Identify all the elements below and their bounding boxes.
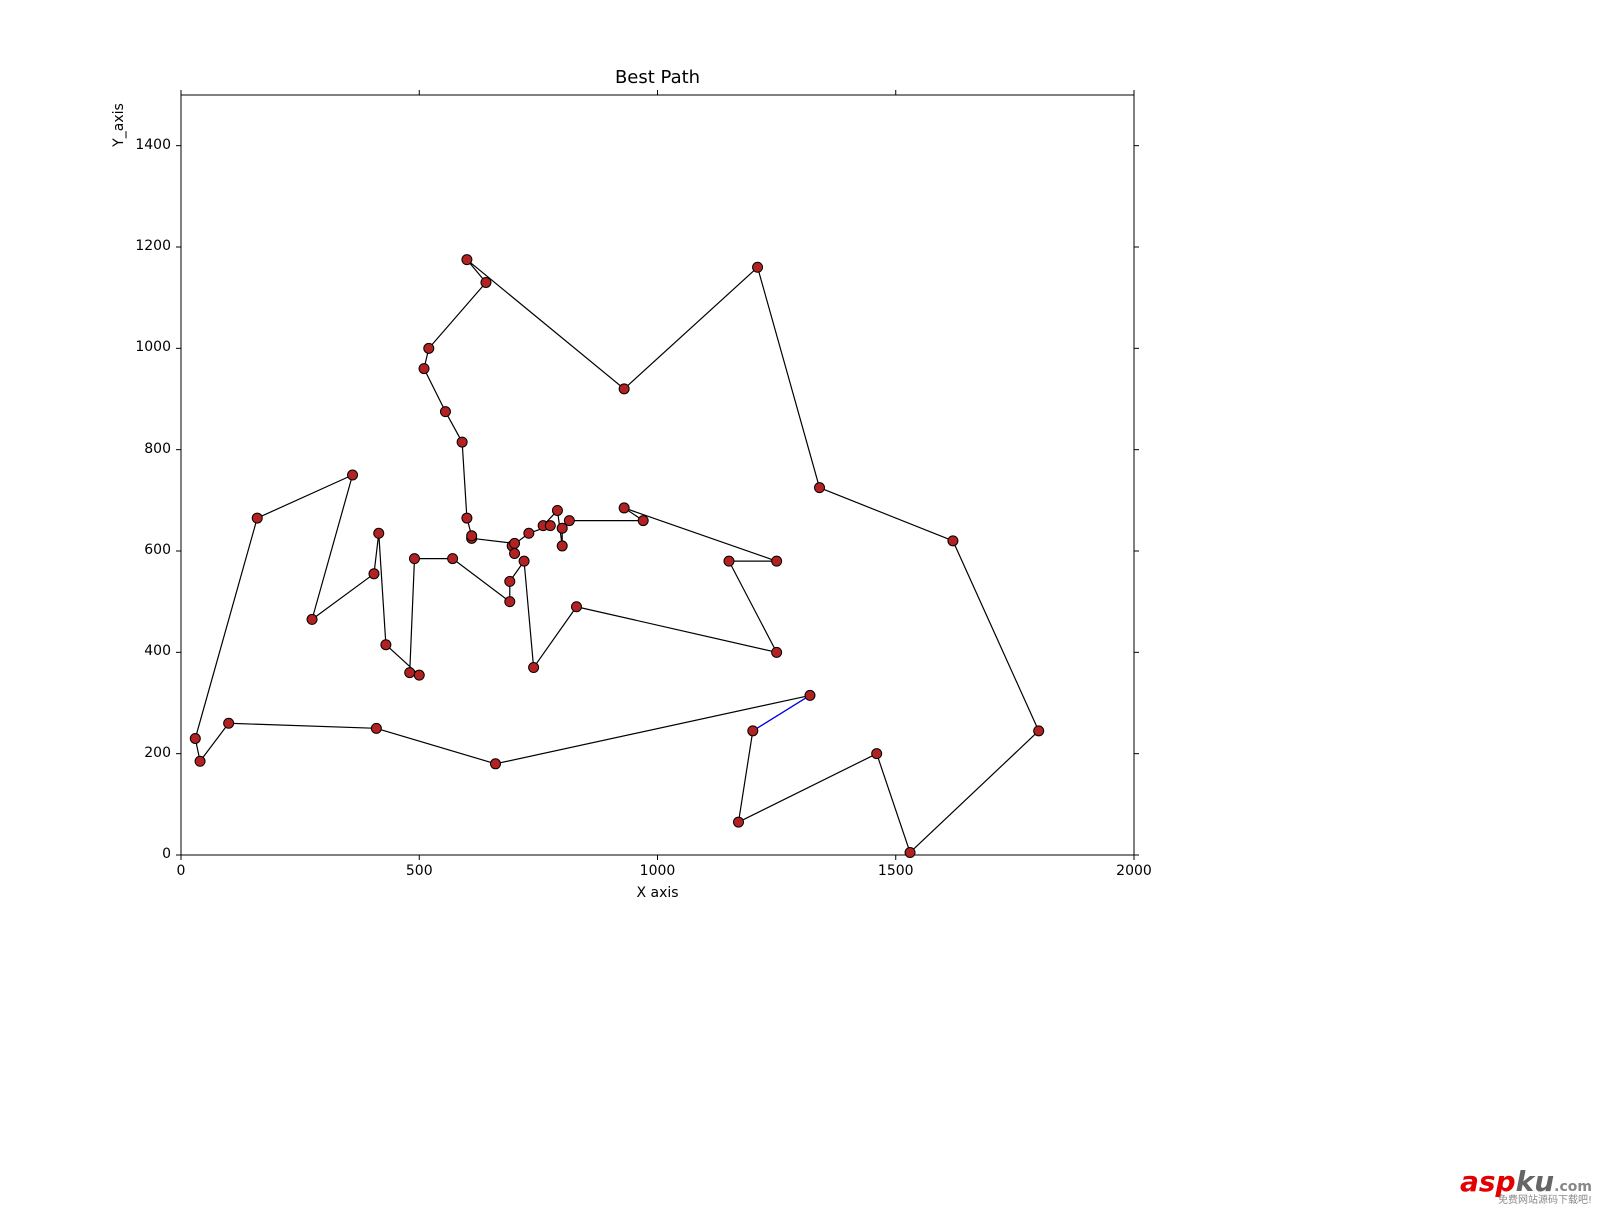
- chart-title: Best Path: [181, 67, 1134, 88]
- chart-svg: [0, 0, 1600, 1210]
- y-tick-label: 0: [162, 846, 171, 862]
- x-tick-label: 1000: [628, 863, 688, 879]
- watermark-prefix: asp: [1460, 1165, 1516, 1198]
- watermark: aspku.com 免费网站源码下载吧!: [1460, 1168, 1592, 1206]
- y-tick-label: 1200: [135, 238, 171, 254]
- x-tick-label: 1500: [866, 863, 926, 879]
- y-tick-label: 1400: [135, 137, 171, 153]
- y-tick-label: 1000: [135, 339, 171, 355]
- x-tick-label: 0: [151, 863, 211, 879]
- x-tick-label: 2000: [1104, 863, 1164, 879]
- y-axis-label: Y_axis: [111, 0, 127, 505]
- chart-container: Best Path X axis Y_axis aspku.com 免费网站源码…: [0, 0, 1600, 1210]
- x-tick-label: 500: [389, 863, 449, 879]
- watermark-suffix: .com: [1554, 1179, 1592, 1195]
- watermark-mid: ku: [1516, 1165, 1555, 1198]
- y-tick-label: 800: [144, 441, 171, 457]
- y-tick-label: 400: [144, 643, 171, 659]
- y-tick-label: 200: [144, 745, 171, 761]
- x-axis-label: X axis: [181, 885, 1134, 901]
- y-tick-label: 600: [144, 542, 171, 558]
